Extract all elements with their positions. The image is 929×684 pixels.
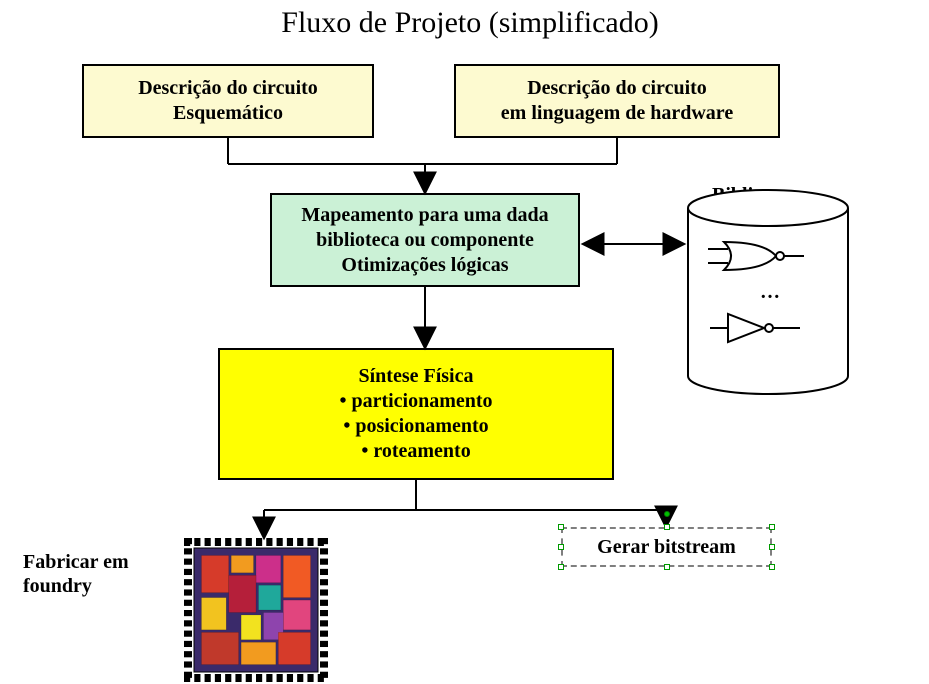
selection-handle (664, 524, 670, 530)
chip-icon (184, 538, 328, 682)
selection-handle (558, 524, 564, 530)
rotation-handle (664, 511, 670, 517)
selection-handle (769, 564, 775, 570)
selection-handle (558, 544, 564, 550)
selection-handle (769, 544, 775, 550)
selection-handle (664, 564, 670, 570)
selection-handle (769, 524, 775, 530)
svg-text:…: … (760, 281, 780, 303)
connectors-layer: … (0, 0, 929, 684)
selection-handle (558, 564, 564, 570)
